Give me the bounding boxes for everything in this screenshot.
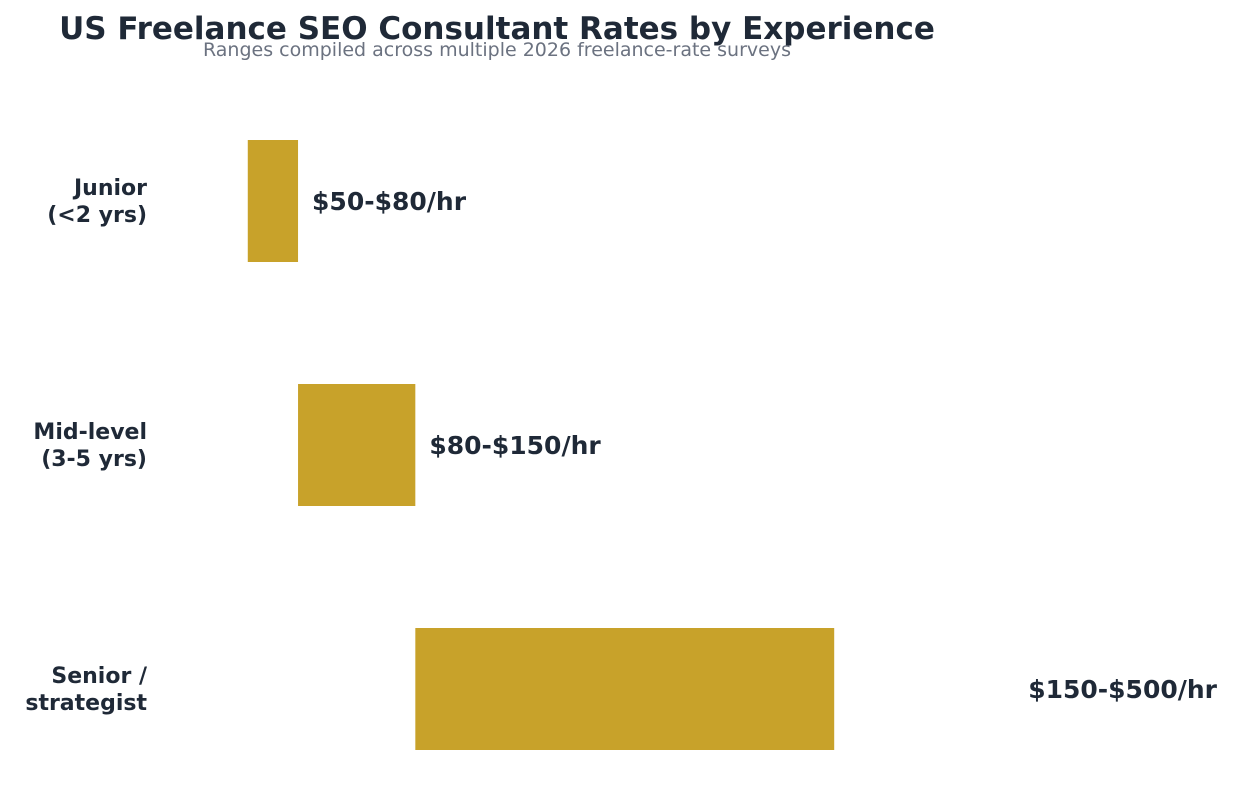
category-label-line: strategist (25, 691, 147, 716)
range-bar (298, 384, 416, 506)
range-bar (247, 140, 299, 262)
category-label: Mid-level (3-5 yrs) (33, 420, 147, 472)
category-label-line: Mid-level (33, 420, 147, 445)
data-label: $80-$150/hr (429, 431, 601, 460)
range-bar (415, 628, 835, 750)
category-label: Senior / strategist (25, 664, 148, 716)
chart-title: US Freelance SEO Consultant Rates by Exp… (59, 11, 935, 47)
chart-subtitle: Ranges compiled across multiple 2026 fre… (203, 39, 791, 61)
category-label-line: Senior / (51, 664, 148, 689)
data-label: $150-$500/hr (1028, 675, 1217, 704)
category-label-line: (<2 yrs) (47, 203, 147, 228)
plot-area: $50-$80/hr Junior (<2 yrs) $80-$150/hr Mid-l… (25, 140, 1218, 750)
category-label-line: (3-5 yrs) (41, 447, 147, 472)
category-label: Junior (<2 yrs) (47, 176, 147, 228)
data-label: $50-$80/hr (312, 187, 467, 216)
category-label-line: Junior (72, 176, 147, 201)
